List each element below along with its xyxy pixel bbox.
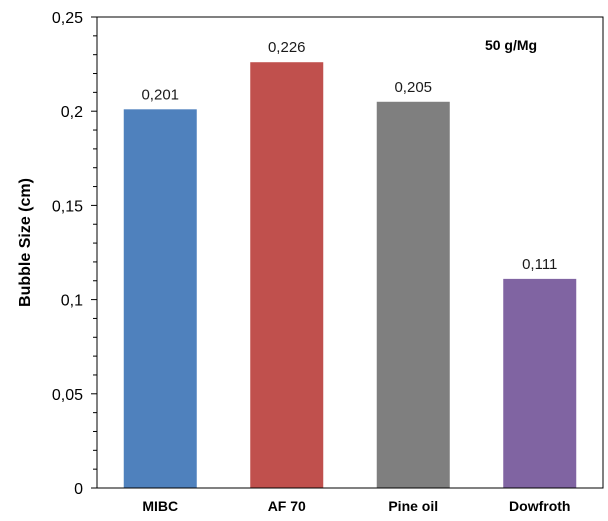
data-label: 0,201	[141, 86, 179, 103]
bars	[123, 62, 577, 488]
y-tick-label: 0,15	[52, 198, 83, 215]
bar-pine-oil	[376, 101, 450, 488]
plot-area-frame	[96, 16, 604, 489]
x-category-label: MIBC	[142, 498, 178, 514]
x-axis-category-labels: MIBC AF 70 Pine oil Dowfroth	[142, 498, 570, 514]
x-category-label: AF 70	[268, 498, 306, 514]
y-axis-title: Bubble Size (cm)	[17, 178, 34, 307]
data-label: 0,226	[268, 39, 306, 56]
y-tick-label: 0,2	[61, 104, 83, 121]
bar-af-70	[250, 62, 324, 488]
x-category-label: Dowfroth	[509, 498, 570, 514]
y-axis-ticks: 0 0,05 0,1 0,15 0,2 0,25	[52, 10, 97, 498]
data-label: 0,205	[394, 79, 432, 96]
data-label: 0,111	[522, 256, 557, 273]
y-tick-label: 0	[74, 481, 83, 498]
data-labels: 0,201 0,226 0,205 0,111	[141, 39, 557, 273]
x-category-label: Pine oil	[388, 498, 438, 514]
bar-dowfroth	[503, 278, 577, 488]
bar-mibc	[123, 109, 197, 488]
dosage-annotation: 50 g/Mg	[485, 37, 537, 53]
y-tick-label: 0,1	[61, 293, 83, 310]
y-tick-label: 0,25	[52, 10, 83, 27]
y-tick-label: 0,05	[52, 387, 83, 404]
